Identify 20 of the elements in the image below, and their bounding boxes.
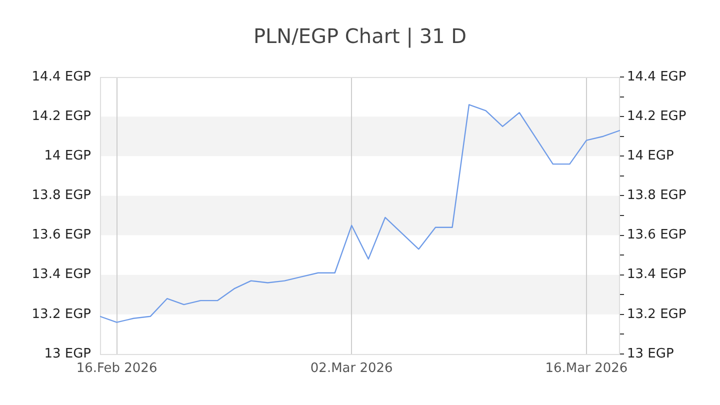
y2-tick-label: 13.4 EGP bbox=[32, 267, 92, 282]
y-tick-label: 14.4 EGP bbox=[627, 69, 686, 84]
x-tick-label: 16.Feb 2026 bbox=[76, 361, 158, 376]
y2-tick-label: 14 EGP bbox=[44, 148, 92, 164]
y-tick-label: 14.2 EGP bbox=[627, 108, 686, 124]
y2-tick-label: 13.2 EGP bbox=[32, 306, 92, 322]
y2-tick-label: 13 EGP bbox=[44, 346, 92, 362]
y-tick-label: 13.6 EGP bbox=[627, 228, 686, 243]
y-tick-label: 13 EGP bbox=[627, 346, 674, 362]
chart-title: PLN/EGP Chart | 31 D bbox=[253, 24, 467, 48]
y2-tick-label: 14.2 EGP bbox=[32, 108, 92, 124]
y2-tick-label: 13.6 EGP bbox=[32, 228, 92, 243]
x-tick-label: 02.Mar 2026 bbox=[310, 361, 393, 376]
y2-tick-label: 13.8 EGP bbox=[32, 188, 92, 204]
y-tick-label: 13.2 EGP bbox=[627, 306, 686, 322]
y2-tick-label: 14.4 EGP bbox=[32, 69, 92, 84]
y-tick-label: 14 EGP bbox=[627, 148, 674, 164]
y-tick-label: 13.8 EGP bbox=[627, 188, 686, 204]
x-tick-label: 16.Mar 2026 bbox=[545, 361, 628, 376]
y-tick-label: 13.4 EGP bbox=[627, 267, 686, 282]
